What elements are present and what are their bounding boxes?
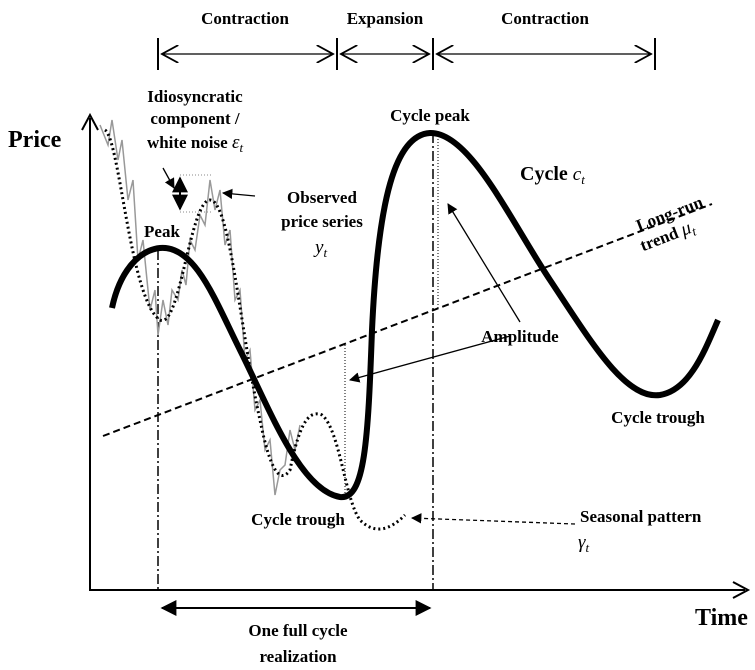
phase-label: Expansion	[347, 9, 424, 28]
axis-lines	[89, 118, 745, 591]
phase-label: Contraction	[501, 9, 589, 28]
phase-label: Contraction	[201, 9, 289, 28]
observed-label: Observed	[287, 188, 357, 207]
seasonal-symbol-label: γt	[578, 532, 590, 555]
cycle-series	[109, 129, 721, 501]
full-cycle-label: One full cycle	[248, 621, 348, 640]
seasonal-subscript: t	[586, 540, 590, 555]
noise-symbol: ε	[232, 132, 240, 153]
seasonal-series	[103, 128, 407, 531]
cycle-subscript: t	[581, 172, 585, 187]
x-axis-label: Time	[695, 605, 748, 631]
phase-brackets	[157, 38, 656, 70]
full-cycle-label: realization	[259, 647, 337, 666]
observed-pointer	[221, 188, 256, 200]
seasonal-pointer	[410, 513, 576, 525]
trend-subscript: t	[690, 223, 699, 238]
cycle-peak-label: Cycle peak	[390, 106, 470, 125]
trend-label: Long-run trend μt	[633, 192, 706, 255]
noise-line: white noise	[147, 133, 228, 152]
axes	[81, 112, 751, 599]
y-axis-label: Price	[8, 127, 62, 153]
cycle-text: Cycle	[520, 163, 568, 185]
phase-ticks	[157, 38, 656, 70]
cycle-trough-label: Cycle trough	[611, 408, 705, 427]
peak-label: Peak	[144, 222, 180, 241]
noise-label: component /	[150, 109, 240, 128]
noise-label: white noise εt	[147, 132, 244, 155]
axis-arrows	[81, 112, 751, 599]
observed-subscript: t	[323, 245, 327, 260]
amplitude-pointer	[348, 335, 511, 383]
amplitude-label: Amplitude	[481, 327, 559, 346]
observed-label: price series	[281, 212, 363, 231]
trend-line	[102, 203, 713, 437]
noise-box	[180, 174, 212, 213]
amplitude-pointer	[447, 203, 521, 323]
observed-symbol: y	[313, 237, 324, 258]
noise-label: Idiosyncratic	[147, 87, 243, 106]
observed-series	[99, 119, 301, 496]
guides	[102, 133, 713, 590]
cycle-symbol: c	[573, 164, 582, 185]
seasonal-label: Seasonal pattern	[580, 507, 702, 526]
noise-pointer	[162, 167, 175, 189]
cycle-label: Cycle ct	[520, 163, 585, 187]
observed-symbol-label: yt	[313, 237, 327, 260]
noise-subscript: t	[239, 140, 243, 155]
cycle-trough-label: Cycle trough	[251, 510, 345, 529]
pointers	[160, 167, 576, 616]
labels: Contraction Expansion Contraction Price …	[8, 9, 748, 666]
seasonal-symbol: γ	[578, 532, 586, 553]
